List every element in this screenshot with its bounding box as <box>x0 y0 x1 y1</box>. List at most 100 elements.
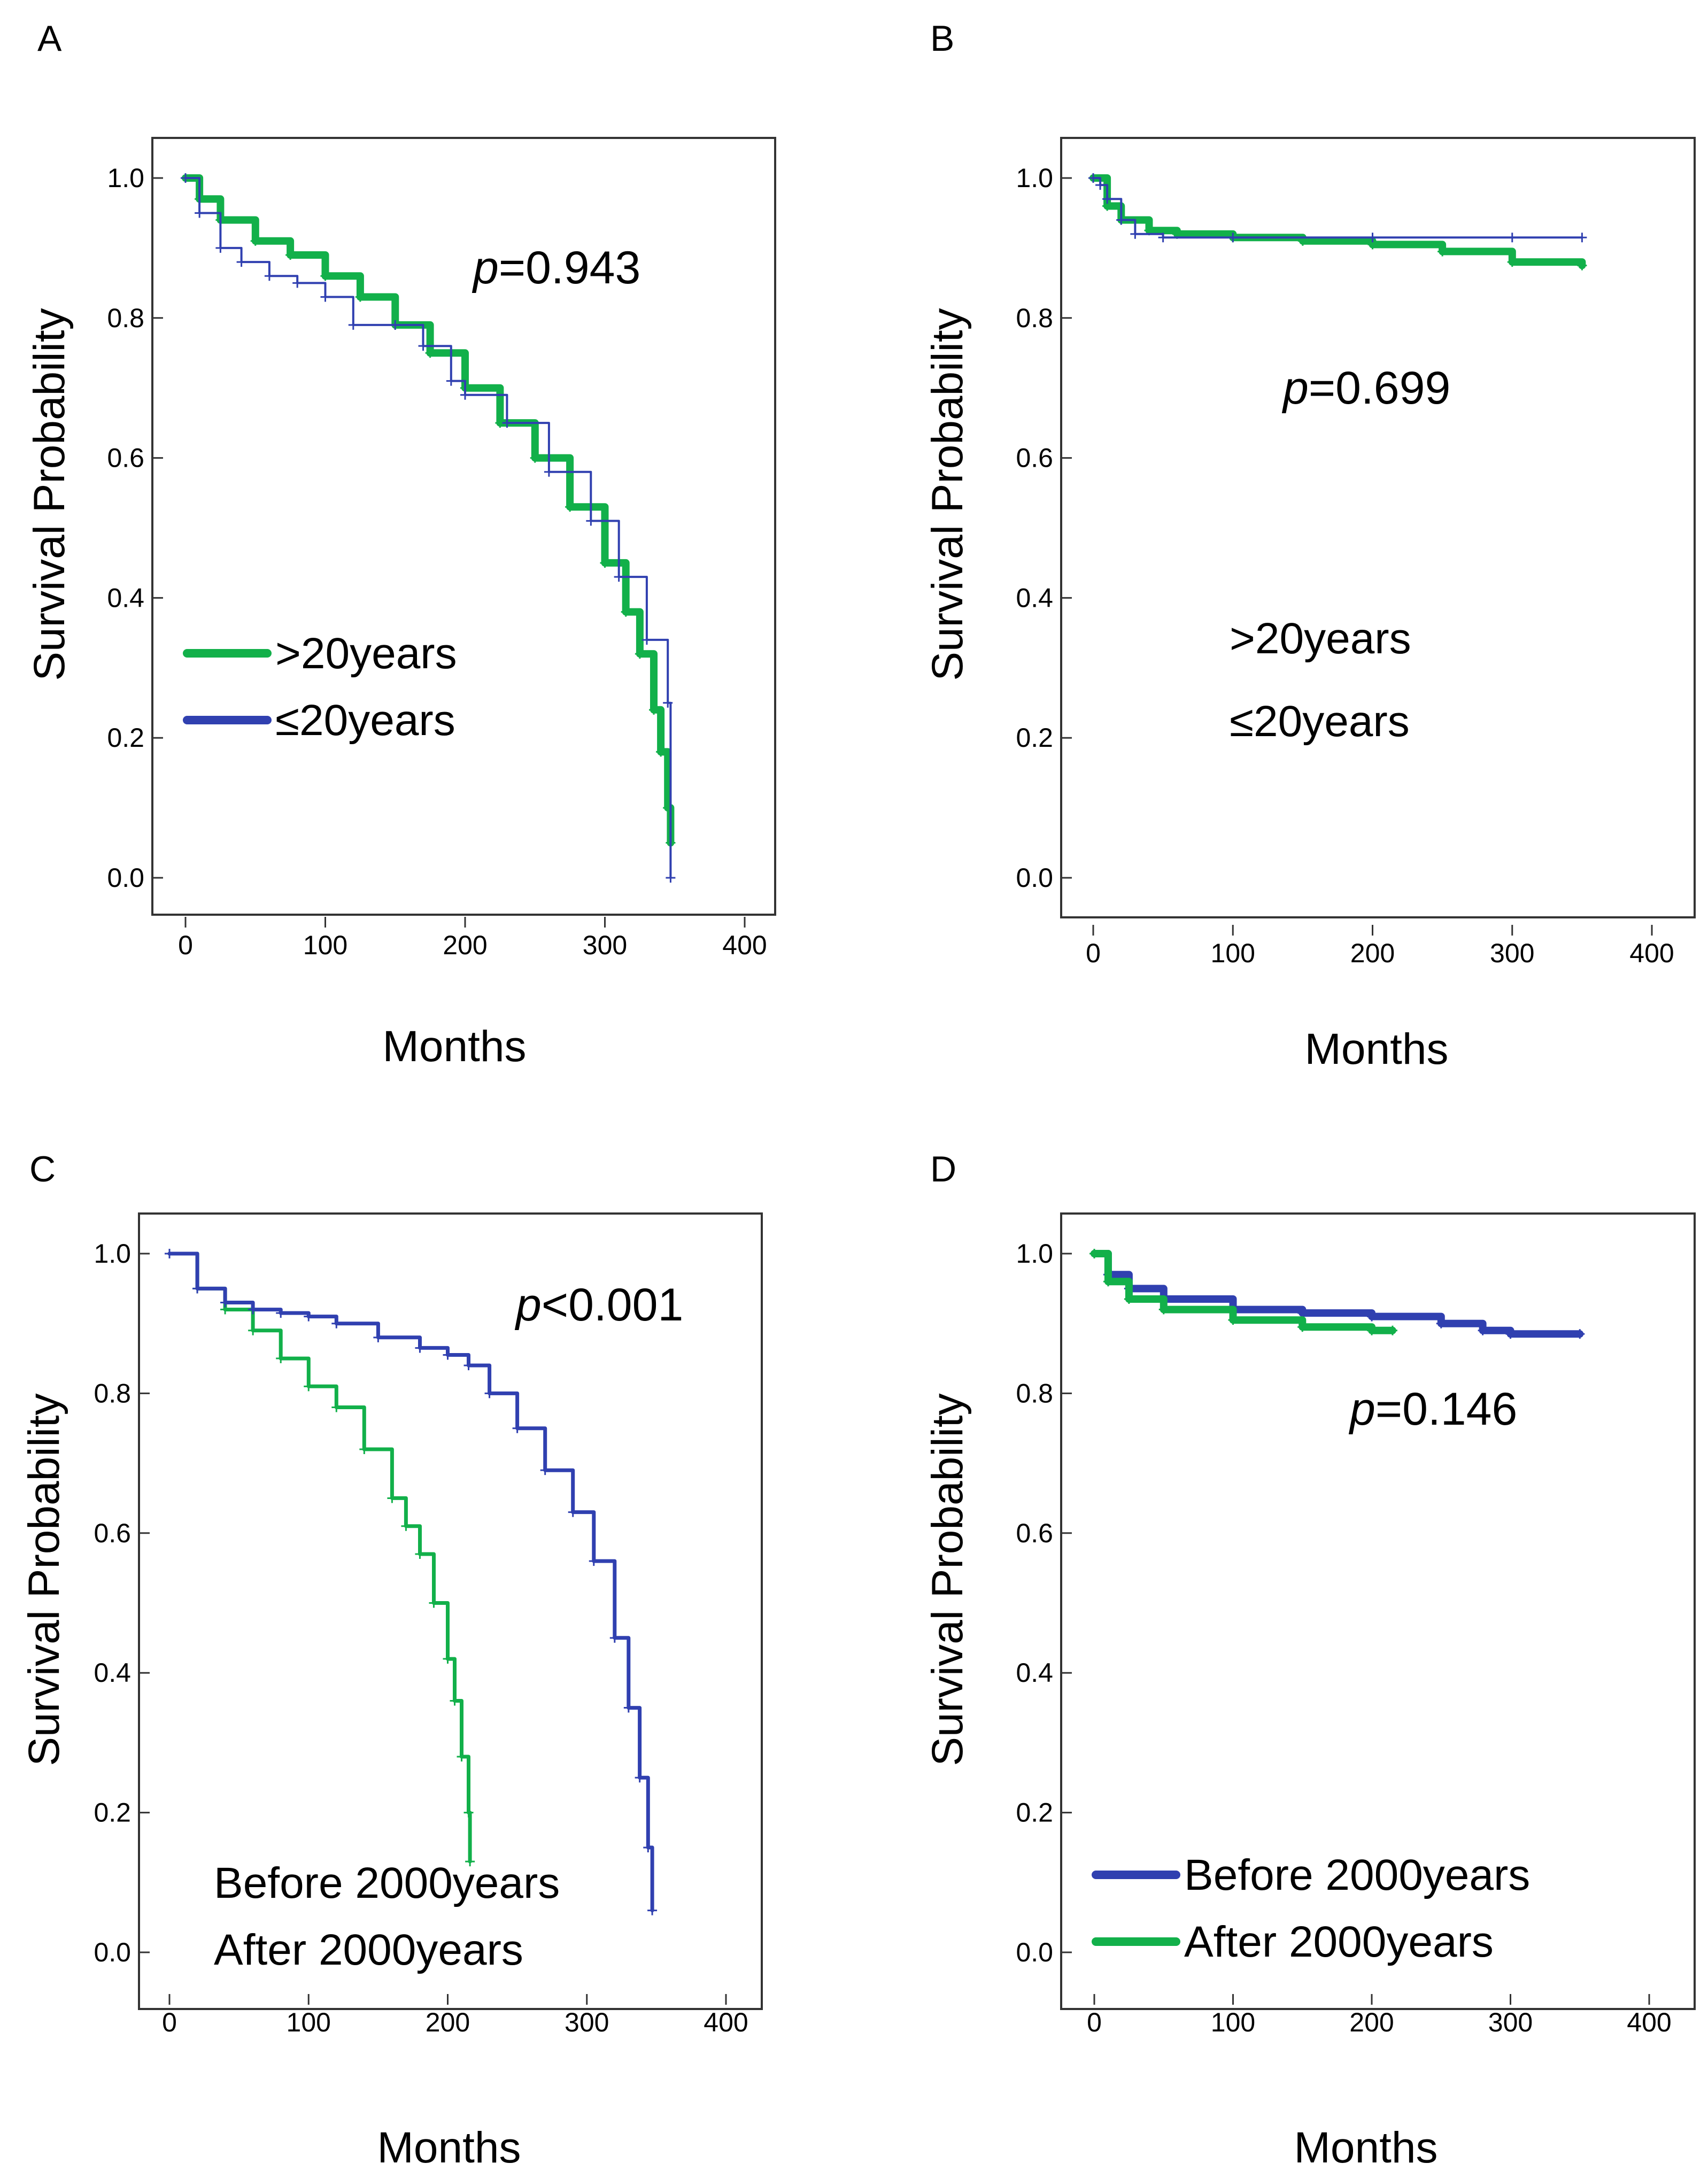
panel-d-censor-mark <box>1124 1294 1134 1304</box>
panel-a-censor-mark <box>264 271 274 281</box>
panel-a-legend-label: >20years <box>275 629 457 678</box>
panel-a-y-axis-title: Survival Probability <box>25 308 74 681</box>
panel-c-p-number: <0.001 <box>542 1279 683 1331</box>
panel-a-censor-mark <box>649 705 659 715</box>
panel-a-x-tick-label: 200 <box>443 930 487 960</box>
panel-b-censor-mark <box>1367 233 1378 243</box>
panel-a-y-tick-label: 0.6 <box>107 443 144 473</box>
panel-b-x-axis-title: Months <box>1305 1025 1449 1073</box>
panel-c-censor-mark <box>415 1343 425 1353</box>
panel-a-censor-mark <box>215 243 226 253</box>
panel-a-censor-mark <box>656 747 666 757</box>
panel-d-censor-mark <box>1103 1277 1113 1287</box>
panel-c-censor-mark <box>304 1311 314 1322</box>
panel-b-x-tick-label: 300 <box>1490 938 1534 968</box>
panel-d-censor-mark <box>1089 1249 1099 1258</box>
panel-b-censor-mark <box>1095 180 1106 190</box>
panel-b-p-number: =0.699 <box>1309 362 1450 414</box>
panel-c-censor-mark <box>401 1521 411 1531</box>
panel-d-censor-mark <box>1436 1318 1446 1328</box>
panel-d: D 0 100 200 300 400 0.0 0.2 0.4 0.6 0.8 1.0 Before … <box>923 1149 1696 2172</box>
panel-c-p-letter: p <box>514 1279 542 1331</box>
panel-c-censor-mark <box>623 1703 633 1713</box>
panel-c-censor-mark <box>359 1444 369 1454</box>
panel-a: A 0 100 200 300 400 0.0 0.2 0.4 0.6 0.8 1.0 >20year… <box>25 18 776 1071</box>
panel-d-censor-mark <box>1297 1322 1308 1332</box>
panel-a-p-value: p=0.943 <box>472 242 640 293</box>
panel-d-legend-label: Before 2000years <box>1184 1851 1530 1899</box>
panel-b-censor-mark <box>1577 260 1587 271</box>
panel-c-censor-mark <box>415 1549 425 1559</box>
panel-c-x-tick-label: 300 <box>565 2007 609 2037</box>
panel-c-censor-mark <box>589 1556 599 1566</box>
panel-d-y-axis-title: Survival Probability <box>923 1393 972 1766</box>
panel-c-censor-mark <box>331 1402 342 1412</box>
panel-c-y-tick-label: 0.0 <box>94 1937 131 1967</box>
panel-d-legend-label: After 2000years <box>1184 1918 1494 1966</box>
panel-d-y-tick-label: 0.6 <box>1016 1518 1053 1548</box>
panel-c-y-tick-label: 0.6 <box>94 1518 131 1548</box>
panel-a-censor-mark <box>320 271 330 281</box>
panel-c-censor-mark <box>540 1465 550 1475</box>
panel-b-censor-mark <box>1130 229 1140 239</box>
panel-c-censor-mark <box>387 1493 397 1503</box>
panel-a-censor-mark <box>236 257 246 267</box>
panel-b-censor-mark <box>1507 257 1517 267</box>
panel-b-legend-label: >20years <box>1230 614 1411 663</box>
panel-b-x-tick-label: 200 <box>1350 938 1395 968</box>
panel-c-x-tick-label: 400 <box>704 2007 748 2037</box>
panel-a-censor-mark <box>530 453 540 463</box>
panel-a-letter: A <box>37 18 62 59</box>
panel-c-y-axis-title: Survival Probability <box>20 1393 68 1766</box>
panel-a-censor-mark <box>285 250 296 260</box>
panel-a-plot-frame <box>151 137 776 916</box>
panel-d-y-tick-label: 0.0 <box>1016 1937 1053 1967</box>
panel-a-x-tick-label: 0 <box>178 930 193 960</box>
panel-d-plot-frame <box>1060 1212 1696 2010</box>
panel-a-censor-mark <box>666 873 676 883</box>
panel-b-y-tick-label: 0.6 <box>1016 443 1053 473</box>
panel-c-censor-mark <box>331 1318 342 1328</box>
panel-b-p-letter: p <box>1281 362 1309 414</box>
panel-c-censor-mark <box>647 1905 658 1915</box>
panel-c-censor-mark <box>457 1752 467 1762</box>
panel-a-censor-mark <box>446 376 456 386</box>
panel-d-censor-mark <box>1367 1311 1377 1322</box>
panel-a-censor-mark <box>250 236 260 246</box>
panel-d-y-tick-label: 0.4 <box>1016 1658 1053 1688</box>
panel-b-legend-label: ≤20years <box>1230 697 1410 746</box>
panel-a-legend-label: ≤20years <box>275 696 455 745</box>
panel-b: B 0 100 200 300 400 0.0 0.2 0.4 0.6 0.8 1.0 >20year… <box>923 18 1696 1073</box>
panel-d-y-tick-label: 1.0 <box>1016 1239 1053 1269</box>
panel-b-y-axis-title: Survival Probability <box>923 308 972 681</box>
panel-b-censor-mark <box>1088 173 1098 183</box>
panel-c-censor-mark <box>568 1507 578 1517</box>
panel-b-x-tick-label: 400 <box>1629 938 1674 968</box>
panel-c-censor-mark <box>373 1332 383 1342</box>
panel-b-y-tick-label: 0.2 <box>1016 723 1053 753</box>
panel-a-y-tick-label: 0.2 <box>107 723 144 753</box>
panel-c-censor-mark <box>248 1304 258 1315</box>
panel-c-y-tick-label: 0.4 <box>94 1658 131 1688</box>
panel-d-censor-mark <box>1158 1304 1169 1315</box>
panel-c-censor-mark <box>609 1633 620 1643</box>
panel-d-x-tick-label: 300 <box>1488 2007 1533 2037</box>
panel-a-censor-mark <box>460 390 470 400</box>
panel-c-letter: C <box>29 1149 56 1189</box>
panel-a-censor-mark <box>642 635 652 645</box>
panel-c-legend-label: Before 2000years <box>214 1859 560 1907</box>
panel-d-censor-mark <box>1575 1329 1585 1339</box>
panel-a-p-letter: p <box>472 242 499 293</box>
panel-c-censor-mark <box>643 1842 653 1852</box>
panel-d-x-axis-title: Months <box>1294 2123 1438 2172</box>
panel-d-x-tick-label: 0 <box>1087 2007 1102 2037</box>
panel-a-x-tick-label: 300 <box>583 930 627 960</box>
panel-a-censor-mark <box>621 607 631 617</box>
panel-d-p-number: =0.146 <box>1375 1384 1517 1435</box>
panel-d-y-tick-label: 0.8 <box>1016 1378 1053 1408</box>
panel-a-censor-mark <box>544 467 554 477</box>
panel-a-y-tick-label: 0.8 <box>107 303 144 333</box>
panel-b-censor-mark <box>1228 233 1238 243</box>
panel-a-censor-mark <box>565 502 575 512</box>
panel-c-legend-label: After 2000years <box>214 1926 523 1974</box>
